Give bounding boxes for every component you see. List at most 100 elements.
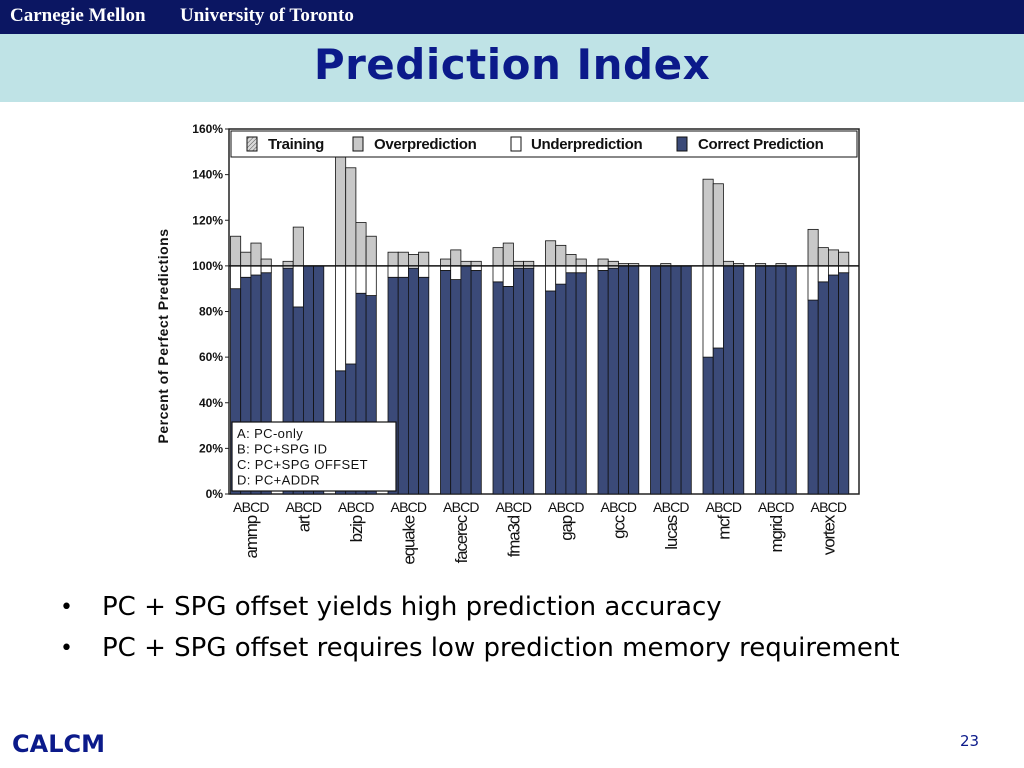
x-benchmark-label: vortex xyxy=(819,514,838,555)
y-tick-label: 80% xyxy=(199,305,223,319)
bar-correct xyxy=(523,267,535,495)
prediction-index-chart: 0% 20% 40% 60% 80% 100% 120% 140% 160% Percent of… xyxy=(155,122,860,565)
bullet-dot: • xyxy=(60,636,73,661)
legend-underprediction-swatch xyxy=(510,136,522,152)
x-benchmark-label: mgrid xyxy=(767,515,786,552)
x-benchmark-label: equake xyxy=(399,515,418,564)
x-config-label: ABCD xyxy=(338,499,374,515)
bar-underprediction xyxy=(240,265,252,278)
bar-correct xyxy=(513,267,525,495)
bar-underprediction xyxy=(828,265,840,276)
bar-correct xyxy=(597,270,609,495)
legend-training-label: Training xyxy=(268,136,324,153)
bar-underprediction xyxy=(355,265,367,294)
bar-overprediction xyxy=(230,235,242,267)
uoft-logo-text: University of Toronto xyxy=(180,5,354,26)
y-tick-label: 160% xyxy=(192,122,223,136)
x-benchmark-label: ammp xyxy=(242,515,261,558)
bar-correct xyxy=(838,272,850,495)
bar-underprediction xyxy=(260,265,272,274)
bar-underprediction xyxy=(807,265,819,301)
bar-correct xyxy=(807,299,819,495)
x-benchmark-label: lucas xyxy=(662,515,681,549)
x-config-label: ABCD xyxy=(548,499,584,515)
bar-overprediction xyxy=(407,254,419,267)
y-tick-label: 140% xyxy=(192,168,223,182)
bar-correct xyxy=(775,265,787,495)
bar-correct xyxy=(785,265,797,495)
bar-underprediction xyxy=(712,265,724,349)
y-axis-label: Percent of Perfect Predictions xyxy=(155,229,171,444)
bar-underprediction xyxy=(365,265,377,296)
config-legend-entry: C: PC+SPG OFFSET xyxy=(237,457,368,472)
bar-overprediction xyxy=(345,167,357,267)
bar-overprediction xyxy=(828,249,840,267)
bar-underprediction xyxy=(565,265,577,274)
x-config-label: ABCD xyxy=(653,499,689,515)
config-legend-entry: B: PC+SPG ID xyxy=(237,442,327,457)
bar-underprediction xyxy=(492,265,504,283)
bar-correct xyxy=(407,267,419,495)
x-config-label: ABCD xyxy=(758,499,794,515)
bar-overprediction xyxy=(418,251,430,267)
slide-title: Prediction Index xyxy=(313,40,711,89)
bar-underprediction xyxy=(545,265,557,292)
bar-correct xyxy=(817,281,829,495)
config-legend-entry: D: PC+ADDR xyxy=(237,473,320,488)
x-benchmark-label: fma3d xyxy=(504,515,523,557)
bar-overprediction xyxy=(712,183,724,267)
bullet-text: PC + SPG offset yields high prediction a… xyxy=(102,592,722,622)
bar-overprediction xyxy=(335,155,347,267)
y-tick-label: 120% xyxy=(192,213,223,227)
bar-correct xyxy=(702,356,714,495)
bar-correct xyxy=(575,272,587,495)
bar-correct xyxy=(607,267,619,495)
x-config-label: ABCD xyxy=(286,499,322,515)
legend-overprediction-label: Overprediction xyxy=(374,136,477,153)
bar-underprediction xyxy=(450,265,462,280)
bar-overprediction xyxy=(555,244,567,267)
bar-overprediction xyxy=(565,254,577,267)
bar-overprediction xyxy=(292,226,304,267)
bar-underprediction xyxy=(418,265,430,278)
x-config-label: ABCD xyxy=(233,499,269,515)
bar-correct xyxy=(555,283,567,495)
bar-overprediction xyxy=(240,251,252,267)
x-benchmark-label: art xyxy=(294,515,313,533)
bar-correct xyxy=(450,279,462,495)
legend-box xyxy=(230,130,858,158)
x-config-label: ABCD xyxy=(443,499,479,515)
bar-overprediction xyxy=(260,258,272,267)
page-number: 23 xyxy=(960,732,980,750)
bar-underprediction xyxy=(575,265,587,274)
footer-calcm: CALCM xyxy=(12,730,105,758)
bar-underprediction xyxy=(555,265,567,285)
bar-underprediction xyxy=(250,265,262,276)
bar-underprediction xyxy=(292,265,304,308)
x-config-label: ABCD xyxy=(391,499,427,515)
x-config-label: ABCD xyxy=(706,499,742,515)
bar-overprediction xyxy=(365,235,377,267)
bar-correct xyxy=(440,270,452,495)
bar-overprediction xyxy=(250,242,262,267)
bar-overprediction xyxy=(702,178,714,267)
x-benchmark-label: facerec xyxy=(452,514,471,563)
x-benchmark-label: mcf xyxy=(714,515,733,540)
bar-correct xyxy=(712,347,724,495)
bar-correct xyxy=(828,274,840,495)
bar-overprediction xyxy=(397,251,409,267)
bar-correct xyxy=(723,265,735,495)
bar-underprediction xyxy=(387,265,399,278)
bar-underprediction xyxy=(502,265,514,287)
bar-underprediction xyxy=(230,265,242,290)
bar-correct xyxy=(470,270,482,495)
cmu-logo-text: Carnegie Mellon xyxy=(10,5,146,26)
bar-overprediction xyxy=(597,258,609,267)
bar-underprediction xyxy=(838,265,850,274)
bar-overprediction xyxy=(838,251,850,267)
x-benchmark-label: gcc xyxy=(609,514,628,539)
bar-underprediction xyxy=(817,265,829,283)
y-tick-label: 60% xyxy=(199,350,223,364)
y-tick-label: 100% xyxy=(192,259,223,273)
x-config-label: ABCD xyxy=(601,499,637,515)
